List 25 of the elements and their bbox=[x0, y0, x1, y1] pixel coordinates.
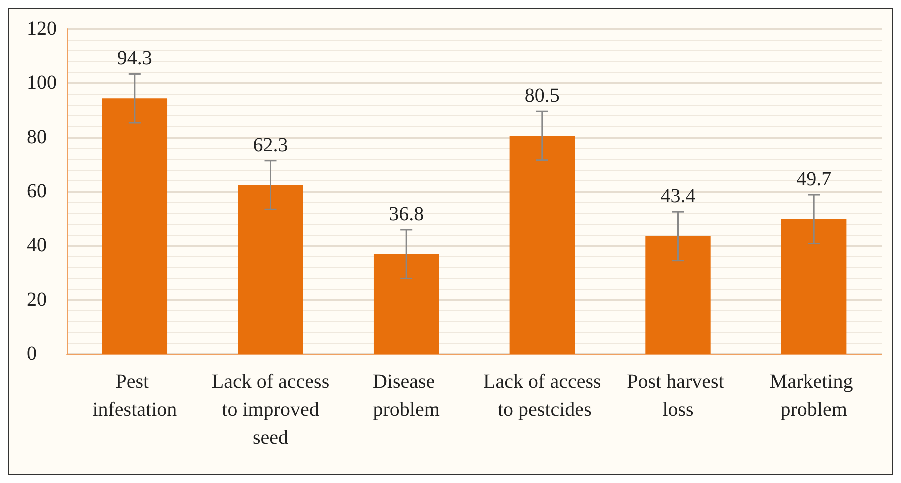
bar bbox=[510, 136, 576, 354]
x-tick-label: Pest infestation bbox=[92, 371, 178, 421]
bar bbox=[238, 185, 304, 354]
y-tick-label: 100 bbox=[27, 72, 57, 94]
data-label: 43.4 bbox=[660, 185, 696, 208]
y-tick-label: 0 bbox=[27, 343, 37, 365]
data-label: 80.5 bbox=[524, 84, 560, 107]
data-label: 49.7 bbox=[796, 168, 832, 190]
bar bbox=[781, 219, 847, 354]
data-label: 62.3 bbox=[253, 134, 288, 156]
x-tick-label: Marketing problem bbox=[770, 371, 858, 421]
x-tick-label: Disease problem bbox=[372, 371, 440, 421]
bar bbox=[374, 254, 440, 354]
bar bbox=[646, 236, 711, 354]
data-label: 36.8 bbox=[389, 203, 424, 226]
bar bbox=[102, 98, 168, 354]
y-tick-label: 20 bbox=[27, 288, 47, 311]
y-tick-label: 120 bbox=[27, 18, 57, 40]
data-label: 94.3 bbox=[117, 48, 152, 70]
y-tick-label: 60 bbox=[27, 180, 47, 202]
y-tick-label: 80 bbox=[27, 126, 47, 148]
x-tick-label: Lack of access to improved seed bbox=[212, 371, 330, 449]
x-tick-label: Post harvest loss bbox=[627, 371, 730, 421]
x-tick-label: Lack of access to pestcides bbox=[484, 371, 602, 421]
y-tick-label: 40 bbox=[27, 234, 47, 257]
